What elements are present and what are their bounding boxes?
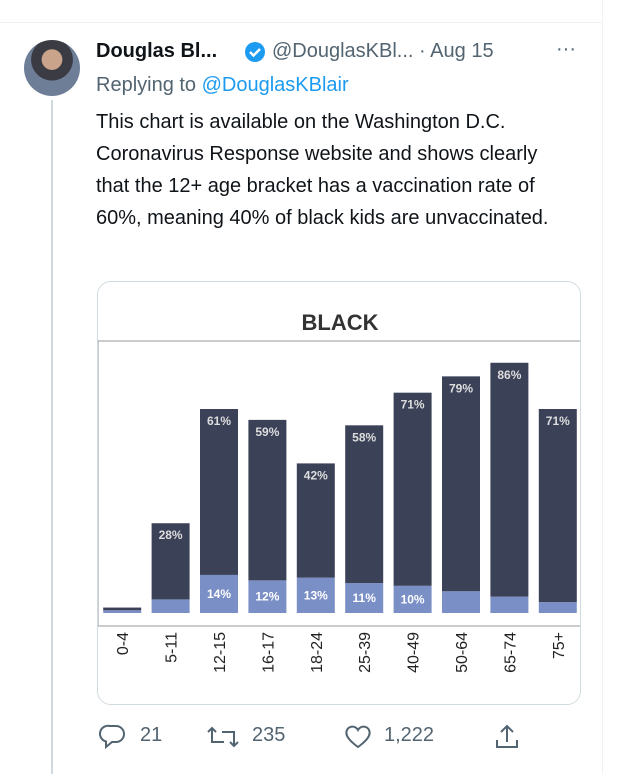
like-count: 1,222 <box>384 724 435 746</box>
bar-segment <box>248 580 287 613</box>
data-label: 12% <box>255 590 279 604</box>
replying-link[interactable]: @DouglasKBlair <box>201 74 349 96</box>
chart: BLACK 0-4 28% 5-11 14% 61% 12-15 12% 59% 16-17 13… <box>98 282 580 704</box>
meta: @DouglasKBl... · Aug 15 <box>272 40 494 63</box>
data-label: 13% <box>304 588 328 602</box>
data-label: 58% <box>352 430 376 444</box>
bar-segment <box>200 409 238 575</box>
chart-title: BLACK <box>302 310 379 335</box>
column-border <box>602 0 603 774</box>
retweet-icon[interactable] <box>206 722 240 752</box>
x-tick-label: 0-4 <box>115 632 132 655</box>
bar-segment <box>200 574 238 613</box>
bar-segment <box>151 523 190 600</box>
media-card[interactable]: BLACK 0-4 28% 5-11 14% 61% 12-15 12% 59% 16-17 13… <box>97 281 581 705</box>
replying-label: Replying to <box>96 74 197 96</box>
more-button[interactable]: ··· <box>556 38 576 60</box>
x-tick-label: 25-39 <box>357 632 374 673</box>
data-label: 59% <box>255 425 279 439</box>
bar-segment <box>103 607 142 611</box>
bar-segment <box>538 602 577 613</box>
thread-line <box>51 100 53 774</box>
bar-segment <box>538 409 577 603</box>
data-label: 86% <box>497 368 521 382</box>
bar-segment <box>151 599 190 613</box>
separator: · <box>419 40 426 62</box>
data-label: 10% <box>401 592 425 606</box>
divider <box>0 22 602 23</box>
date[interactable]: Aug 15 <box>430 40 494 62</box>
data-label: 61% <box>207 414 231 428</box>
data-label: 79% <box>449 381 473 395</box>
bar-segment <box>345 425 384 584</box>
x-tick-label: 5-11 <box>164 632 181 663</box>
avatar[interactable] <box>24 40 80 96</box>
data-label: 71% <box>401 398 425 412</box>
bar-segment <box>442 376 480 592</box>
x-tick-label: 40-49 <box>406 632 423 673</box>
retweet-count: 235 <box>252 724 286 746</box>
bar-segment <box>490 596 529 613</box>
bar-segment <box>442 591 480 613</box>
data-label: 42% <box>304 468 328 482</box>
share-icon[interactable] <box>492 722 522 752</box>
bar-segment <box>345 583 384 613</box>
bar-segment <box>296 463 335 578</box>
x-tick-label: 12-15 <box>212 632 229 673</box>
verified-badge <box>245 42 265 62</box>
reply-count: 21 <box>140 724 163 746</box>
bar-segment <box>393 585 432 613</box>
bar-segment <box>490 362 529 597</box>
like-icon[interactable] <box>342 722 374 752</box>
x-tick-label: 75+ <box>551 632 568 659</box>
bar-segment <box>103 610 142 613</box>
tweet-text: This chart is available on the Washingto… <box>96 111 549 229</box>
x-tick-label: 16-17 <box>260 632 277 673</box>
replying: Replying to @DouglasKBlair <box>96 74 349 97</box>
plot-frame <box>98 340 580 627</box>
data-label: 28% <box>159 528 183 542</box>
bar-segment <box>393 392 432 586</box>
data-label: 11% <box>353 591 377 605</box>
x-tick-label: 18-24 <box>309 632 326 673</box>
handle[interactable]: @DouglasKBl... <box>272 40 414 62</box>
bar-segment <box>248 419 287 581</box>
data-label: 71% <box>546 414 570 428</box>
user-name[interactable]: Douglas Bl... <box>96 40 218 62</box>
x-tick-label: 65-74 <box>502 632 519 673</box>
reply-icon[interactable] <box>98 722 128 752</box>
x-tick-label: 50-64 <box>454 632 471 673</box>
bar-segment <box>296 577 335 613</box>
data-label: 14% <box>207 587 231 601</box>
